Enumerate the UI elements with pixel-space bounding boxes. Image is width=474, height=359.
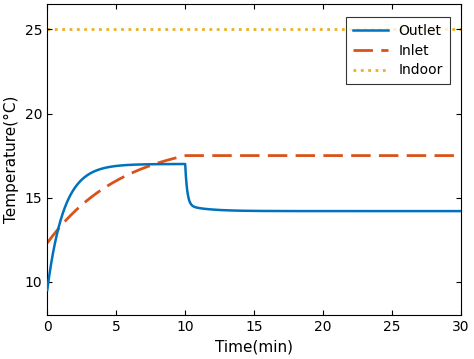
Outlet	[287, 209, 292, 213]
Inlet	[182, 153, 188, 158]
Inlet	[94, 191, 100, 195]
Inlet	[287, 153, 292, 158]
Outlet	[182, 162, 188, 166]
Inlet	[458, 153, 464, 158]
Inlet	[50, 234, 55, 238]
Legend: Outlet, Inlet, Indoor: Outlet, Inlet, Indoor	[346, 17, 450, 84]
Inlet	[423, 153, 428, 158]
Inlet	[169, 157, 175, 161]
Y-axis label: Temperature(°C): Temperature(°C)	[4, 96, 19, 224]
Outlet	[94, 168, 100, 173]
Outlet	[169, 162, 175, 166]
X-axis label: Time(min): Time(min)	[215, 340, 293, 355]
Outlet	[458, 209, 464, 213]
Outlet	[423, 209, 428, 213]
Line: Outlet: Outlet	[47, 164, 461, 290]
Inlet	[189, 153, 195, 158]
Outlet	[50, 254, 55, 258]
Line: Inlet: Inlet	[47, 155, 461, 243]
Outlet	[189, 203, 195, 207]
Inlet	[45, 241, 50, 245]
Outlet	[45, 288, 50, 292]
